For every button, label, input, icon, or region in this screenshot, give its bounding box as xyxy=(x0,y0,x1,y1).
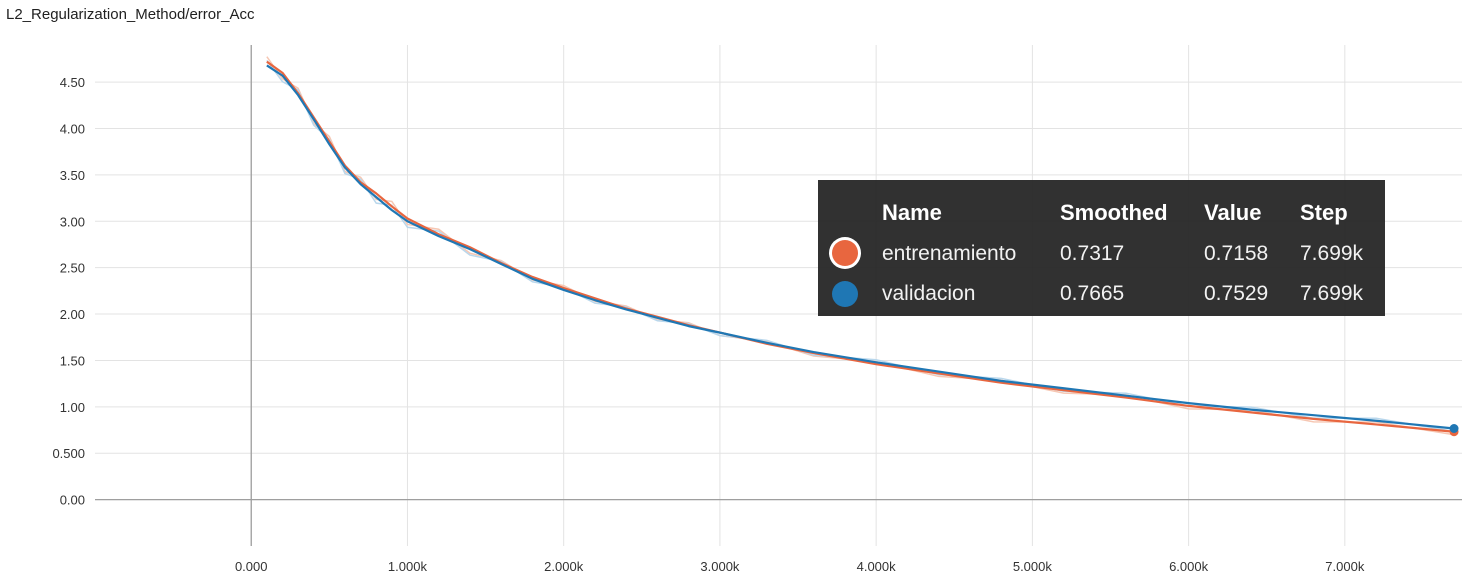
tooltip-row-value: 0.7529 xyxy=(1204,282,1269,305)
tooltip-row-name: validacion xyxy=(882,282,976,305)
series-line-validacion xyxy=(266,64,1455,430)
series-end-marker-validacion xyxy=(1449,423,1459,433)
tooltip-header-step: Step xyxy=(1300,200,1348,225)
tick-labels: 0.00 0.500 1.00 1.50 2.00 2.50 3.00 3.50 4.00 4.5… xyxy=(52,75,1364,574)
tooltip-row-name: entrenamiento xyxy=(882,242,1017,265)
y-tick-label: 1.50 xyxy=(60,353,85,368)
y-tick-label: 2.00 xyxy=(60,307,85,322)
y-tick-label: 3.50 xyxy=(60,168,85,183)
x-tick-label: 7.000k xyxy=(1325,559,1365,574)
chart-title: L2_Regularization_Method/error_Acc xyxy=(6,6,255,23)
y-tick-label: 4.50 xyxy=(60,75,85,90)
y-tick-label: 1.00 xyxy=(60,400,85,415)
tooltip-header-value: Value xyxy=(1204,200,1262,225)
x-tick-label: 4.000k xyxy=(857,559,897,574)
x-tick-label: 1.000k xyxy=(388,559,428,574)
tooltip-series-dot xyxy=(832,281,858,307)
tooltip-header-name: Name xyxy=(882,200,942,225)
x-tick-label: 2.000k xyxy=(544,559,584,574)
y-tick-label: 0.00 xyxy=(60,493,85,508)
tooltip-series-dot xyxy=(832,240,858,266)
x-tick-label: 6.000k xyxy=(1169,559,1209,574)
tooltip-row-step: 7.699k xyxy=(1300,282,1364,305)
tooltip-row-value: 0.7158 xyxy=(1204,242,1269,265)
y-tick-label: 0.500 xyxy=(52,446,85,461)
y-tick-label: 2.50 xyxy=(60,261,85,276)
series-line-entrenamiento xyxy=(266,60,1455,433)
tooltip-row-step: 7.699k xyxy=(1300,242,1364,265)
tooltip-row-smoothed: 0.7317 xyxy=(1060,242,1125,265)
tooltip-row-smoothed: 0.7665 xyxy=(1060,282,1125,305)
x-tick-label: 0.000 xyxy=(235,559,268,574)
x-tick-label: 5.000k xyxy=(1013,559,1053,574)
tooltip-header-smoothed: Smoothed xyxy=(1060,200,1168,225)
y-tick-label: 4.00 xyxy=(60,122,85,137)
y-tick-label: 3.00 xyxy=(60,214,85,229)
axes xyxy=(95,45,1462,546)
value-tooltip: Name Smoothed Value Step entrenamiento 0… xyxy=(818,180,1385,316)
x-tick-label: 3.000k xyxy=(700,559,740,574)
series-lines xyxy=(266,56,1459,437)
